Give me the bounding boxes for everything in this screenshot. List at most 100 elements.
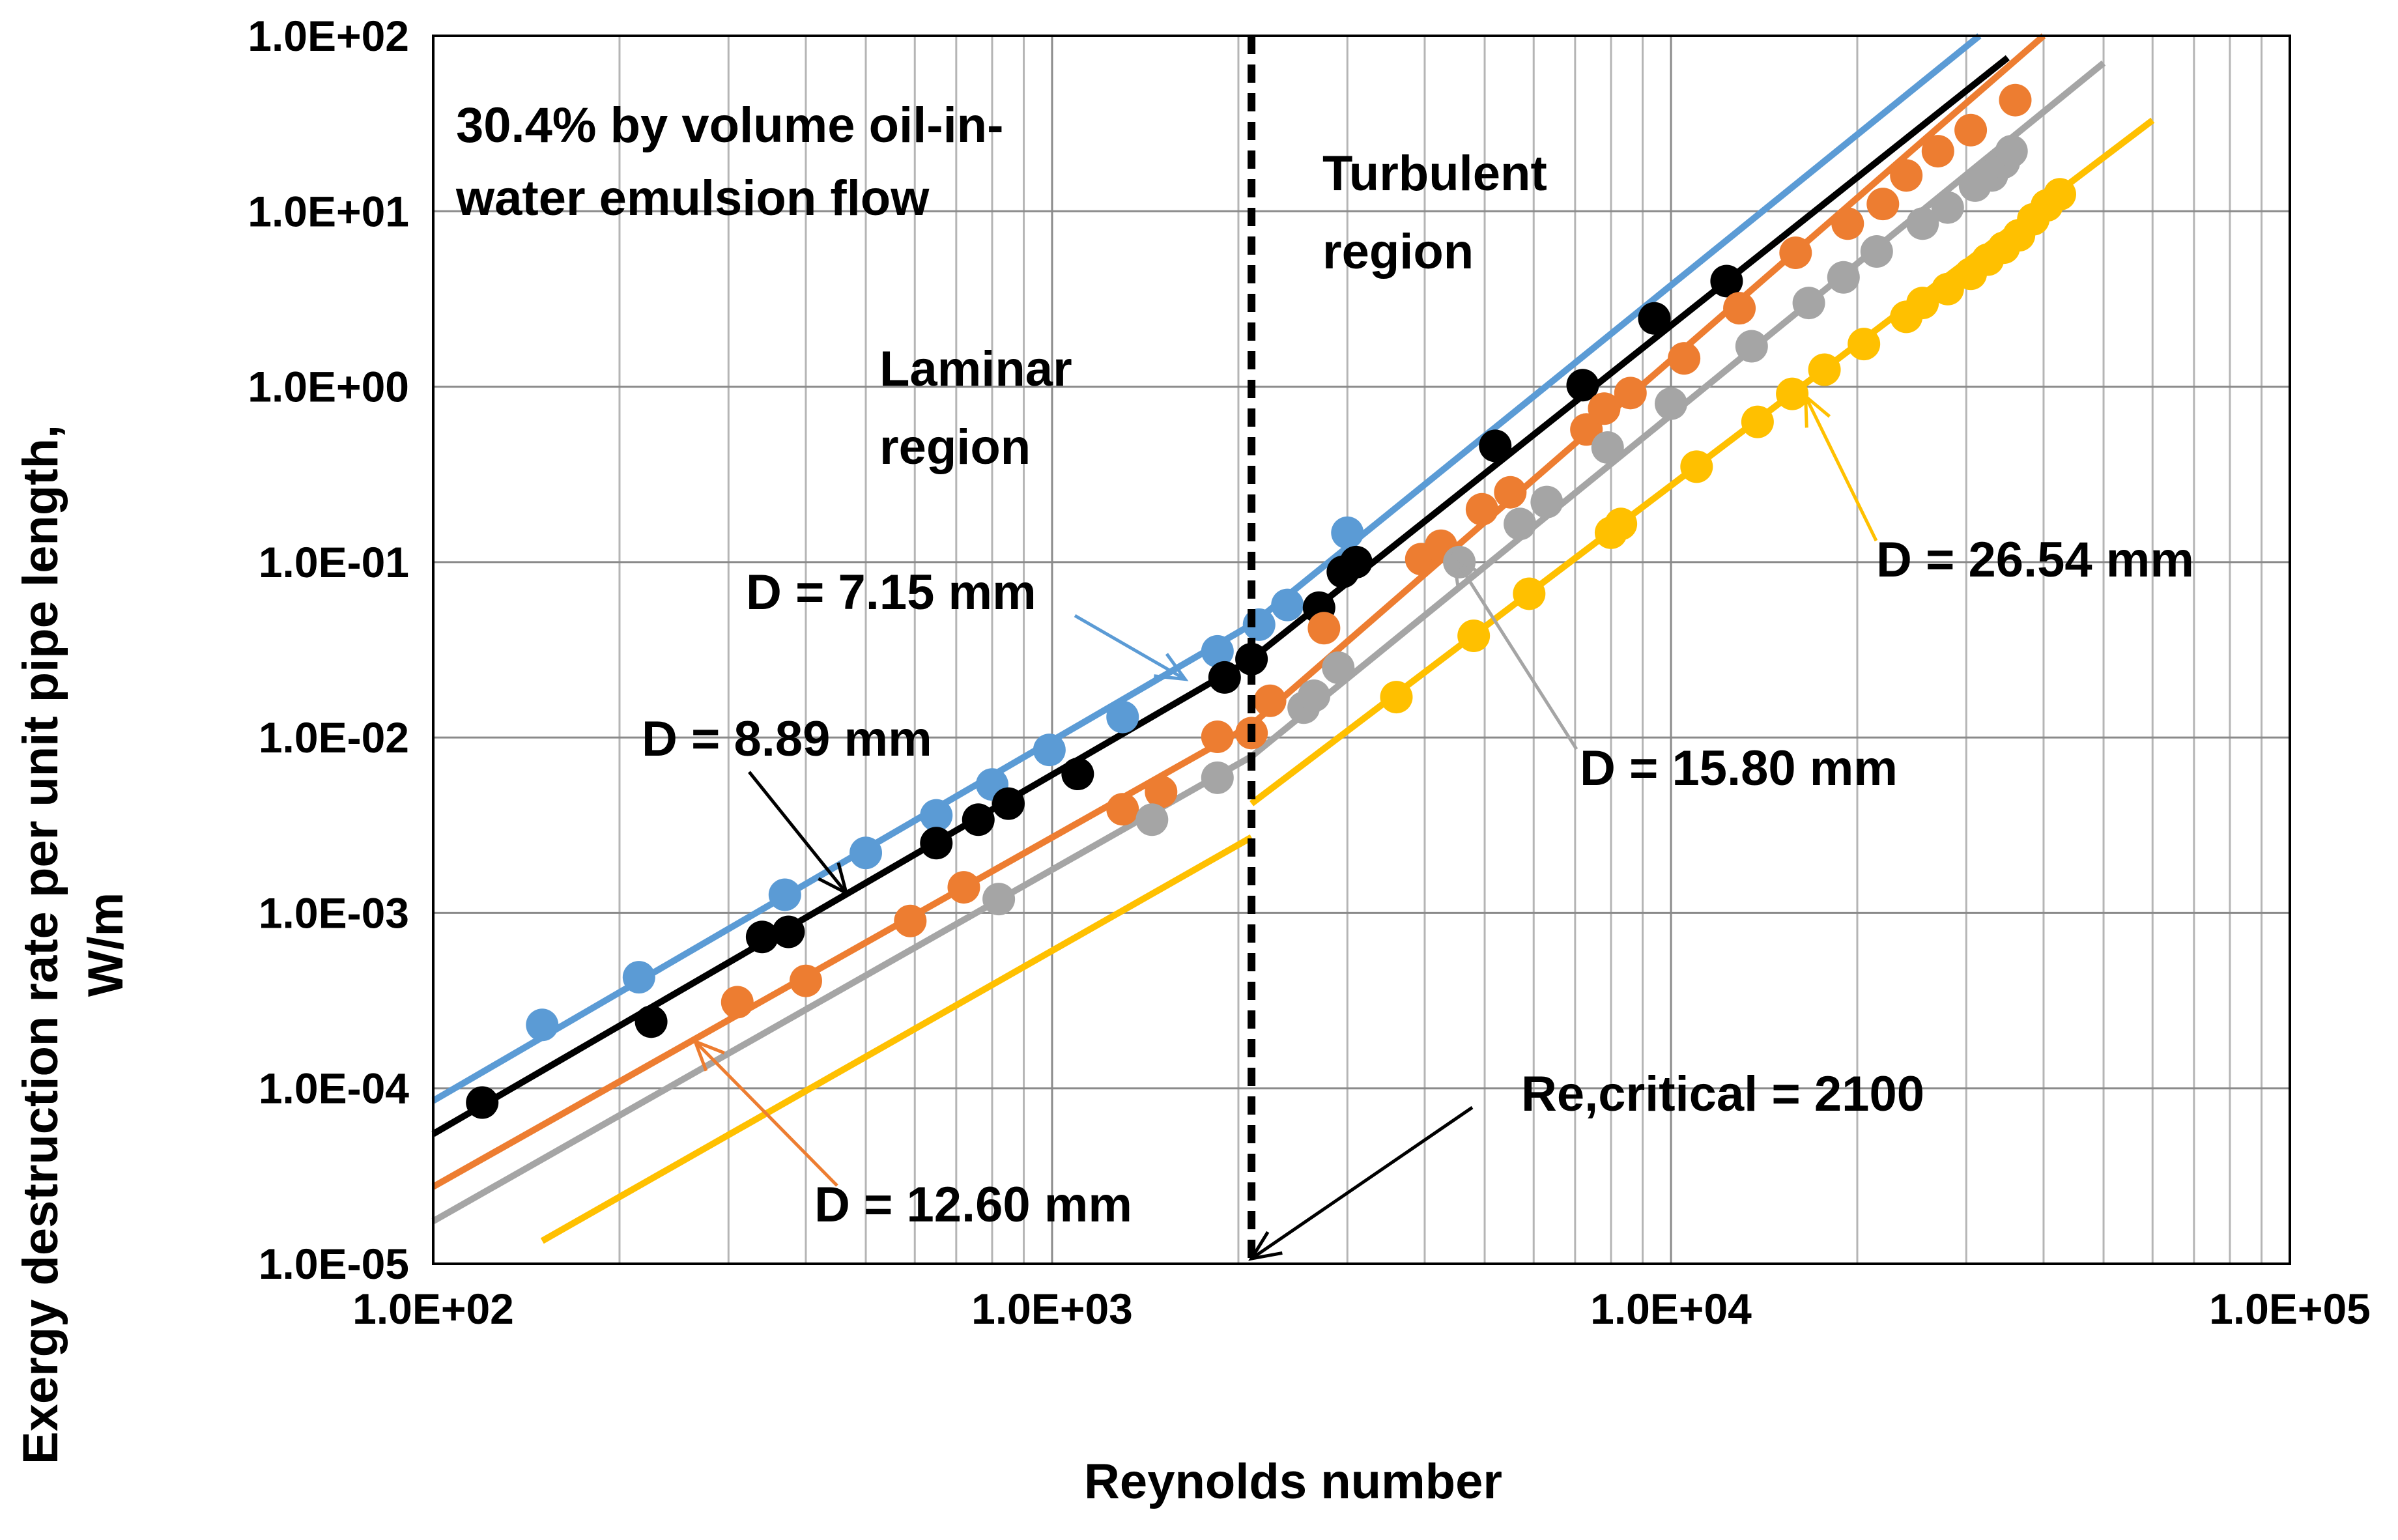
series-4-point bbox=[1380, 681, 1413, 714]
y-tick-label: 1.0E-03 bbox=[259, 889, 409, 937]
y-tick-label: 1.0E+00 bbox=[248, 363, 409, 411]
series-0-point bbox=[1201, 635, 1234, 668]
series-2-point bbox=[1614, 377, 1647, 410]
series-2-point bbox=[1465, 492, 1498, 526]
emulsion-note-line-2: water emulsion flow bbox=[455, 171, 930, 226]
series-2-point bbox=[1779, 236, 1812, 269]
series-1-point bbox=[1710, 264, 1743, 298]
arrow-d-7-15-shaft bbox=[1074, 614, 1186, 681]
series-1-point bbox=[772, 915, 805, 948]
series-2-point bbox=[1201, 720, 1234, 753]
series-1-point bbox=[1235, 642, 1268, 676]
y-tick-label: 1.0E+01 bbox=[248, 187, 409, 235]
arrow-d-26-54-head bbox=[1803, 393, 1831, 428]
series-3-point bbox=[1931, 191, 1964, 224]
y-tick-label: 1.0E-05 bbox=[259, 1240, 409, 1288]
arrow-d-12-60-shaft bbox=[694, 1040, 838, 1187]
series-0-point bbox=[849, 836, 883, 870]
turbulent-region-label-line-2: region bbox=[1322, 224, 1474, 279]
series-2-point bbox=[1723, 292, 1756, 325]
y-axis-title-line-1: Exergy destruction rate per unit pipe le… bbox=[13, 425, 68, 1464]
series-3-point bbox=[1504, 507, 1537, 541]
series-3-point bbox=[1792, 287, 1825, 320]
y-tick-labels: 1.0E-05 1.0E-04 1.0E-03 1.0E-02 1.0E-01 1.0E+… bbox=[248, 12, 409, 1288]
arrow-d-26-54-shaft bbox=[1804, 395, 1878, 542]
x-tick-labels: 1.0E+02 1.0E+03 1.0E+04 1.0E+05 bbox=[352, 1285, 2371, 1333]
series-3-laminar-line bbox=[431, 753, 1253, 1224]
y-tick-label: 1.0E-01 bbox=[259, 538, 409, 586]
series-1-point bbox=[745, 920, 778, 954]
y-axis-title-line-2: W/m bbox=[78, 892, 134, 997]
series-label-d-15-80: D = 15.80 mm bbox=[1580, 741, 1898, 796]
series-1-turbulent-line bbox=[1249, 55, 2010, 662]
x-tick-label: 1.0E+02 bbox=[352, 1285, 514, 1333]
series-1-point bbox=[635, 1005, 668, 1038]
series-0-point bbox=[768, 878, 801, 911]
series-2-point bbox=[1866, 188, 1900, 221]
series-3-point bbox=[1906, 207, 1939, 240]
laminar-region-label-line-2: region bbox=[879, 420, 1031, 475]
series-1-point bbox=[992, 787, 1025, 820]
plot-frame bbox=[432, 35, 2291, 1265]
series-4-point bbox=[1906, 287, 1939, 320]
series-1-point bbox=[1339, 545, 1373, 578]
series-0-turbulent-line bbox=[1249, 33, 1982, 627]
series-0-point bbox=[1106, 700, 1139, 734]
x-tick-label: 1.0E+03 bbox=[971, 1285, 1133, 1333]
laminar-region-label-line-1: Laminar bbox=[879, 341, 1072, 397]
series-2-point bbox=[1307, 612, 1341, 645]
series-2-point bbox=[1494, 476, 1527, 509]
series-1-point bbox=[962, 803, 995, 836]
series-0-point bbox=[1271, 588, 1304, 621]
turbulent-region-label-line-1: Turbulent bbox=[1322, 146, 1547, 201]
annotation-arrows bbox=[692, 393, 1878, 1261]
series-0-point bbox=[1033, 734, 1066, 767]
series-3-point bbox=[1591, 431, 1624, 464]
arrow-d-8-89-head bbox=[818, 862, 849, 896]
series-3-point bbox=[1860, 235, 1893, 268]
series-2-turbulent-line bbox=[1249, 33, 2046, 728]
series-2-point bbox=[721, 986, 754, 1019]
series-4-point bbox=[1808, 353, 1841, 386]
series-3-point bbox=[1322, 651, 1355, 684]
series-3-point bbox=[1735, 330, 1768, 363]
arrow-d-8-89-shaft bbox=[748, 771, 848, 894]
series-2-point bbox=[894, 904, 927, 937]
y-tick-label: 1.0E-02 bbox=[259, 713, 409, 762]
series-label-d-26-54: D = 26.54 mm bbox=[1876, 532, 2194, 588]
series-3-point bbox=[1995, 135, 2028, 168]
arrow-d-15-80-shaft bbox=[1451, 554, 1578, 750]
series-0-point bbox=[1331, 516, 1364, 549]
series-4-point bbox=[1680, 450, 1713, 483]
series-2-point bbox=[1999, 83, 2032, 117]
series-1-point bbox=[1479, 429, 1512, 463]
series-2-point bbox=[789, 964, 822, 997]
series-2-point bbox=[1106, 793, 1139, 826]
series-2-point bbox=[1668, 342, 1701, 375]
series-1-point bbox=[466, 1086, 499, 1119]
series-2-point bbox=[1831, 207, 1864, 240]
emulsion-note-line-1: 30.4% by volume oil-in- bbox=[456, 98, 1003, 153]
series-2-point bbox=[1921, 135, 1954, 168]
series-2-point bbox=[1253, 684, 1287, 717]
series-1-point bbox=[1566, 369, 1599, 402]
series-1-laminar-line bbox=[431, 656, 1253, 1137]
series-4-point bbox=[1513, 577, 1546, 610]
series-3-point bbox=[1530, 485, 1563, 519]
series-2-point bbox=[947, 871, 980, 904]
series-label-d-7-15: D = 7.15 mm bbox=[746, 565, 1036, 620]
arrow-d-15-80-head bbox=[1451, 552, 1481, 587]
series-0-point bbox=[622, 961, 655, 994]
x-tick-label: 1.0E+05 bbox=[2209, 1285, 2371, 1333]
series-2-point bbox=[1890, 159, 1923, 192]
series-label-d-8-89: D = 8.89 mm bbox=[642, 711, 932, 767]
critical-reynolds-label: Re,critical = 2100 bbox=[1521, 1066, 1924, 1122]
series-1-point bbox=[1638, 302, 1671, 335]
series-2-point bbox=[1588, 392, 1621, 425]
series-label-d-12-60: D = 12.60 mm bbox=[814, 1177, 1132, 1233]
arrow-critical-shaft bbox=[1250, 1105, 1474, 1261]
series-0-point bbox=[526, 1008, 559, 1042]
series-4-point bbox=[1848, 328, 1881, 361]
series-4-point bbox=[2043, 178, 2076, 211]
y-tick-label: 1.0E-04 bbox=[259, 1064, 409, 1113]
